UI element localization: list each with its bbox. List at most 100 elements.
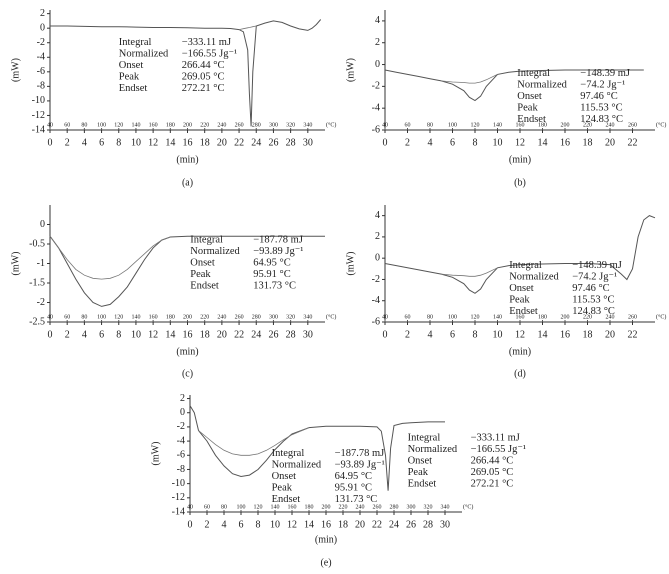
- temp-tick-label: 300: [407, 504, 416, 510]
- annotation-value: 272.21 °C: [471, 479, 514, 490]
- annotation-label: Peak: [119, 71, 140, 82]
- temp-tick-label: 320: [286, 314, 295, 320]
- annotation-label: Onset: [408, 456, 433, 467]
- x-tick-label: 2: [205, 519, 210, 530]
- temp-tick-label: 180: [166, 122, 175, 128]
- annotation-value: 64.95 °C: [335, 471, 372, 482]
- temp-tick-label: 220: [200, 122, 209, 128]
- annotation-value: 97.46 °C: [572, 283, 609, 294]
- x-tick-label: 2: [405, 329, 410, 340]
- temp-tick-label: 160: [516, 314, 525, 320]
- x-tick-label: 18: [200, 137, 210, 148]
- annotation-value: 266.44 °C: [182, 60, 225, 71]
- annotation-value: −187.78 mJ: [253, 235, 303, 246]
- temp-tick-label: 140: [493, 122, 502, 128]
- annotation-value: 95.91 °C: [335, 482, 372, 493]
- y-tick-label: 2: [375, 37, 380, 48]
- temp-tick-label: 80: [427, 314, 433, 320]
- temp-tick-label: 160: [288, 504, 297, 510]
- annotation-label: Endset: [190, 281, 219, 292]
- x-axis-label: (min): [176, 154, 198, 165]
- annotation-value: 269.05 °C: [182, 71, 225, 82]
- temp-tick-label: 60: [204, 504, 210, 510]
- temp-unit: (°C): [326, 121, 336, 128]
- data-line: [49, 235, 171, 280]
- temp-tick-label: 320: [424, 504, 433, 510]
- temp-tick-label: 240: [217, 314, 226, 320]
- x-tick-label: 8: [473, 329, 478, 340]
- x-tick-label: 4: [222, 519, 227, 530]
- temp-tick-label: 120: [471, 122, 480, 128]
- x-tick-label: 12: [515, 329, 525, 340]
- annotation-value: −333.11 mJ: [471, 433, 520, 444]
- panel-label: (b): [514, 177, 526, 188]
- annotation-value: −93.89 Jg⁻¹: [335, 459, 385, 470]
- temp-tick-label: 120: [471, 314, 480, 320]
- annotation-label: Integral: [509, 260, 542, 271]
- temp-tick-label: 80: [81, 314, 87, 320]
- y-axis-label: (mW): [345, 58, 356, 82]
- y-tick-label: 0: [40, 22, 45, 33]
- temp-tick-label: 260: [235, 122, 244, 128]
- annotation-label: Endset: [509, 306, 538, 317]
- temp-tick-label: 100: [448, 314, 457, 320]
- x-tick-label: 16: [560, 329, 570, 340]
- x-tick-label: 0: [383, 329, 388, 340]
- temp-unit: (°C): [656, 121, 666, 128]
- annotation-value: −74.2 Jg⁻¹: [572, 272, 617, 283]
- x-tick-label: 10: [131, 329, 141, 340]
- temp-tick-label: 40: [187, 504, 193, 510]
- x-tick-label: 4: [428, 137, 433, 148]
- annotation-label: Onset: [272, 471, 297, 482]
- temp-tick-label: 180: [538, 122, 547, 128]
- temp-tick-label: 340: [303, 314, 312, 320]
- temp-tick-label: 260: [235, 314, 244, 320]
- data-line: [384, 215, 656, 294]
- temp-tick-label: 40: [47, 122, 53, 128]
- temp-tick-label: 280: [390, 504, 399, 510]
- x-tick-label: 16: [183, 329, 193, 340]
- annotation-label: Normalized: [408, 444, 458, 455]
- y-tick-label: 0: [40, 219, 45, 230]
- y-tick-label: -12: [32, 110, 45, 121]
- temp-tick-label: 300: [269, 122, 278, 128]
- y-tick-label: -4: [372, 102, 380, 113]
- temp-tick-label: 200: [322, 504, 331, 510]
- y-axis-label: (mW): [10, 252, 21, 276]
- annotation-label: Integral: [272, 448, 305, 459]
- x-tick-label: 30: [303, 329, 313, 340]
- x-tick-label: 12: [515, 137, 525, 148]
- temp-tick-label: 220: [339, 504, 348, 510]
- x-tick-label: 14: [165, 137, 175, 148]
- temp-tick-label: 200: [561, 314, 570, 320]
- y-tick-label: -8: [177, 464, 185, 475]
- panel-label: (c): [182, 368, 193, 379]
- temp-tick-label: 160: [516, 122, 525, 128]
- panel-label: (e): [320, 557, 331, 568]
- y-tick-label: -6: [372, 124, 380, 135]
- x-tick-label: 28: [423, 519, 433, 530]
- temp-tick-label: 340: [441, 504, 450, 510]
- annotation-label: Normalized: [119, 48, 169, 59]
- x-tick-label: 18: [583, 137, 593, 148]
- annotation-value: 124.83 °C: [572, 306, 615, 317]
- annotation-label: Integral: [190, 235, 223, 246]
- x-tick-label: 20: [355, 519, 365, 530]
- temp-tick-label: 200: [183, 314, 192, 320]
- y-tick-label: -2.5: [29, 316, 45, 327]
- x-tick-label: 0: [48, 329, 53, 340]
- x-tick-label: 10: [131, 137, 141, 148]
- annotation-label: Peak: [272, 482, 293, 493]
- annotation-label: Endset: [408, 479, 437, 490]
- panel-label: (a): [182, 177, 193, 188]
- temp-tick-label: 260: [628, 122, 637, 128]
- x-tick-label: 0: [383, 137, 388, 148]
- annotation-value: 131.73 °C: [335, 494, 378, 505]
- x-tick-label: 16: [183, 137, 193, 148]
- temp-tick-label: 140: [131, 122, 140, 128]
- temp-tick-label: 120: [114, 122, 123, 128]
- data-line: [239, 25, 257, 30]
- temp-tick-label: 240: [356, 504, 365, 510]
- annotation-label: Peak: [408, 467, 429, 478]
- x-tick-label: 22: [628, 329, 638, 340]
